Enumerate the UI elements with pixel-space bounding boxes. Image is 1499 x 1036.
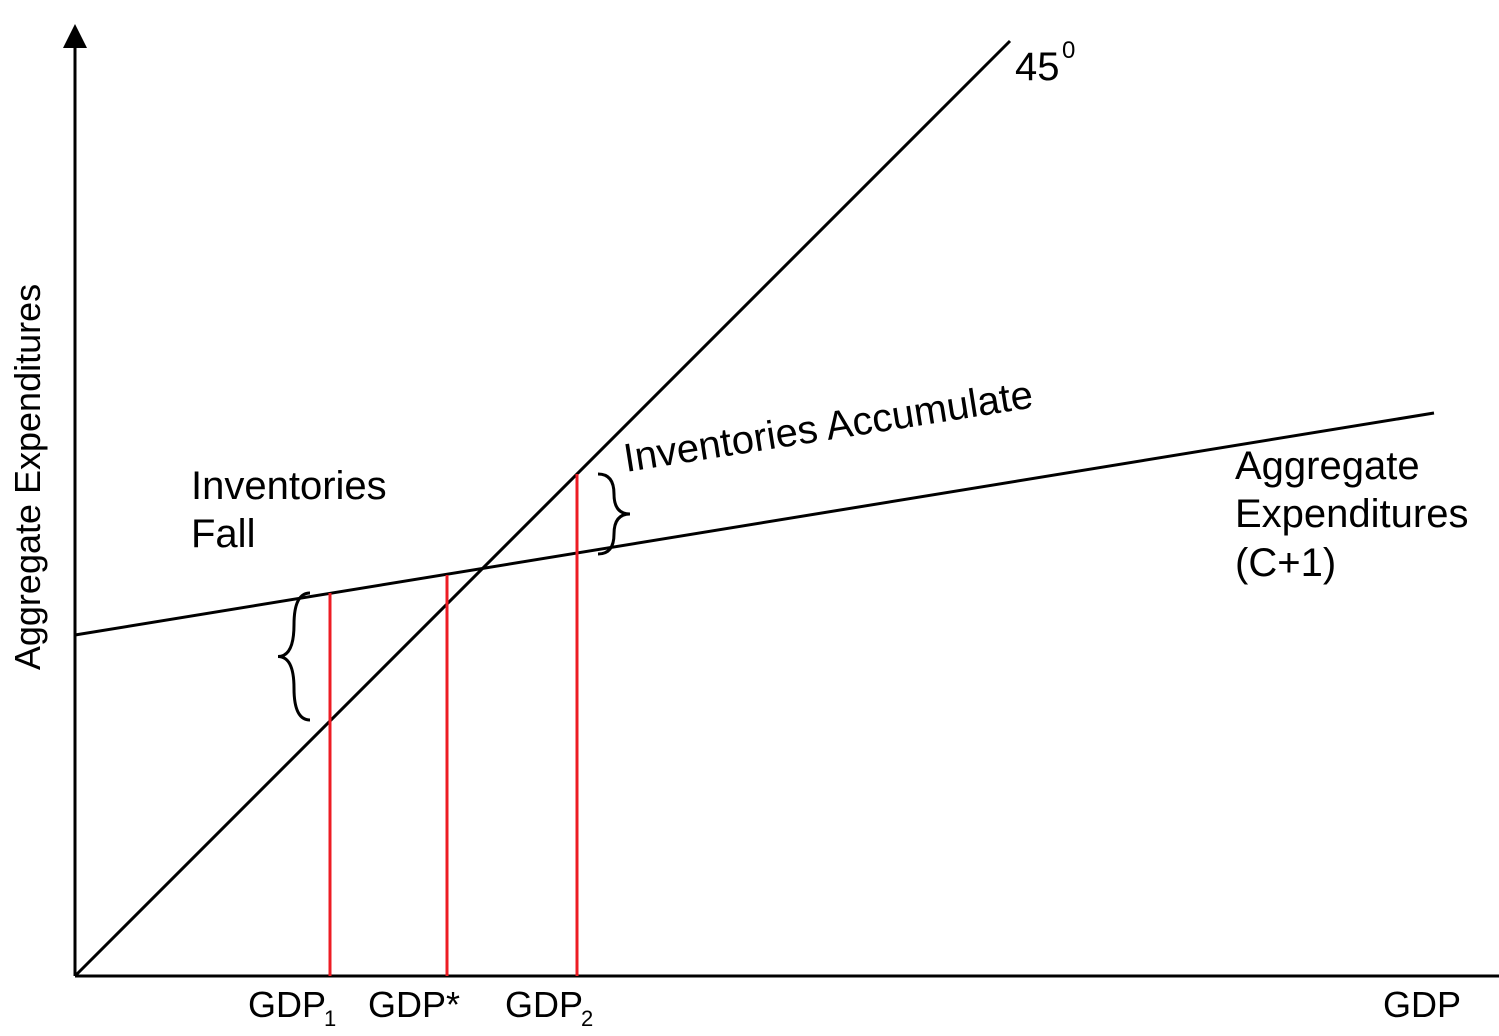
label-gdp1: GDP: [248, 984, 326, 1025]
label-gdp1_sub: 1: [324, 1006, 336, 1031]
label-inv_fall1: Inventories: [191, 464, 387, 508]
label-y_axis: Aggregate Expenditures: [7, 284, 48, 670]
brace: [278, 593, 310, 720]
brace: [598, 474, 630, 554]
line-45-degree: [75, 41, 1010, 976]
label-inv_fall2: Fall: [191, 512, 255, 556]
label-ae3: (C+1): [1235, 541, 1336, 585]
label-x_axis: GDP: [1383, 984, 1461, 1025]
label-ae1: Aggregate: [1235, 444, 1420, 488]
label-deg45_text: 45: [1015, 45, 1060, 89]
label-ae2: Expenditures: [1235, 492, 1468, 536]
label-gdp2: GDP: [505, 984, 583, 1025]
label-gdp2_sub: 2: [581, 1006, 593, 1031]
keynesian-cross-diagram: Aggregate Expenditures GDP 450 AggregateExp…: [0, 0, 1499, 1036]
label-inv_acc: Inventories Accumulate: [621, 373, 1036, 481]
label-deg45_sup: 0: [1062, 37, 1075, 64]
label-gdp_star: GDP*: [368, 984, 460, 1025]
